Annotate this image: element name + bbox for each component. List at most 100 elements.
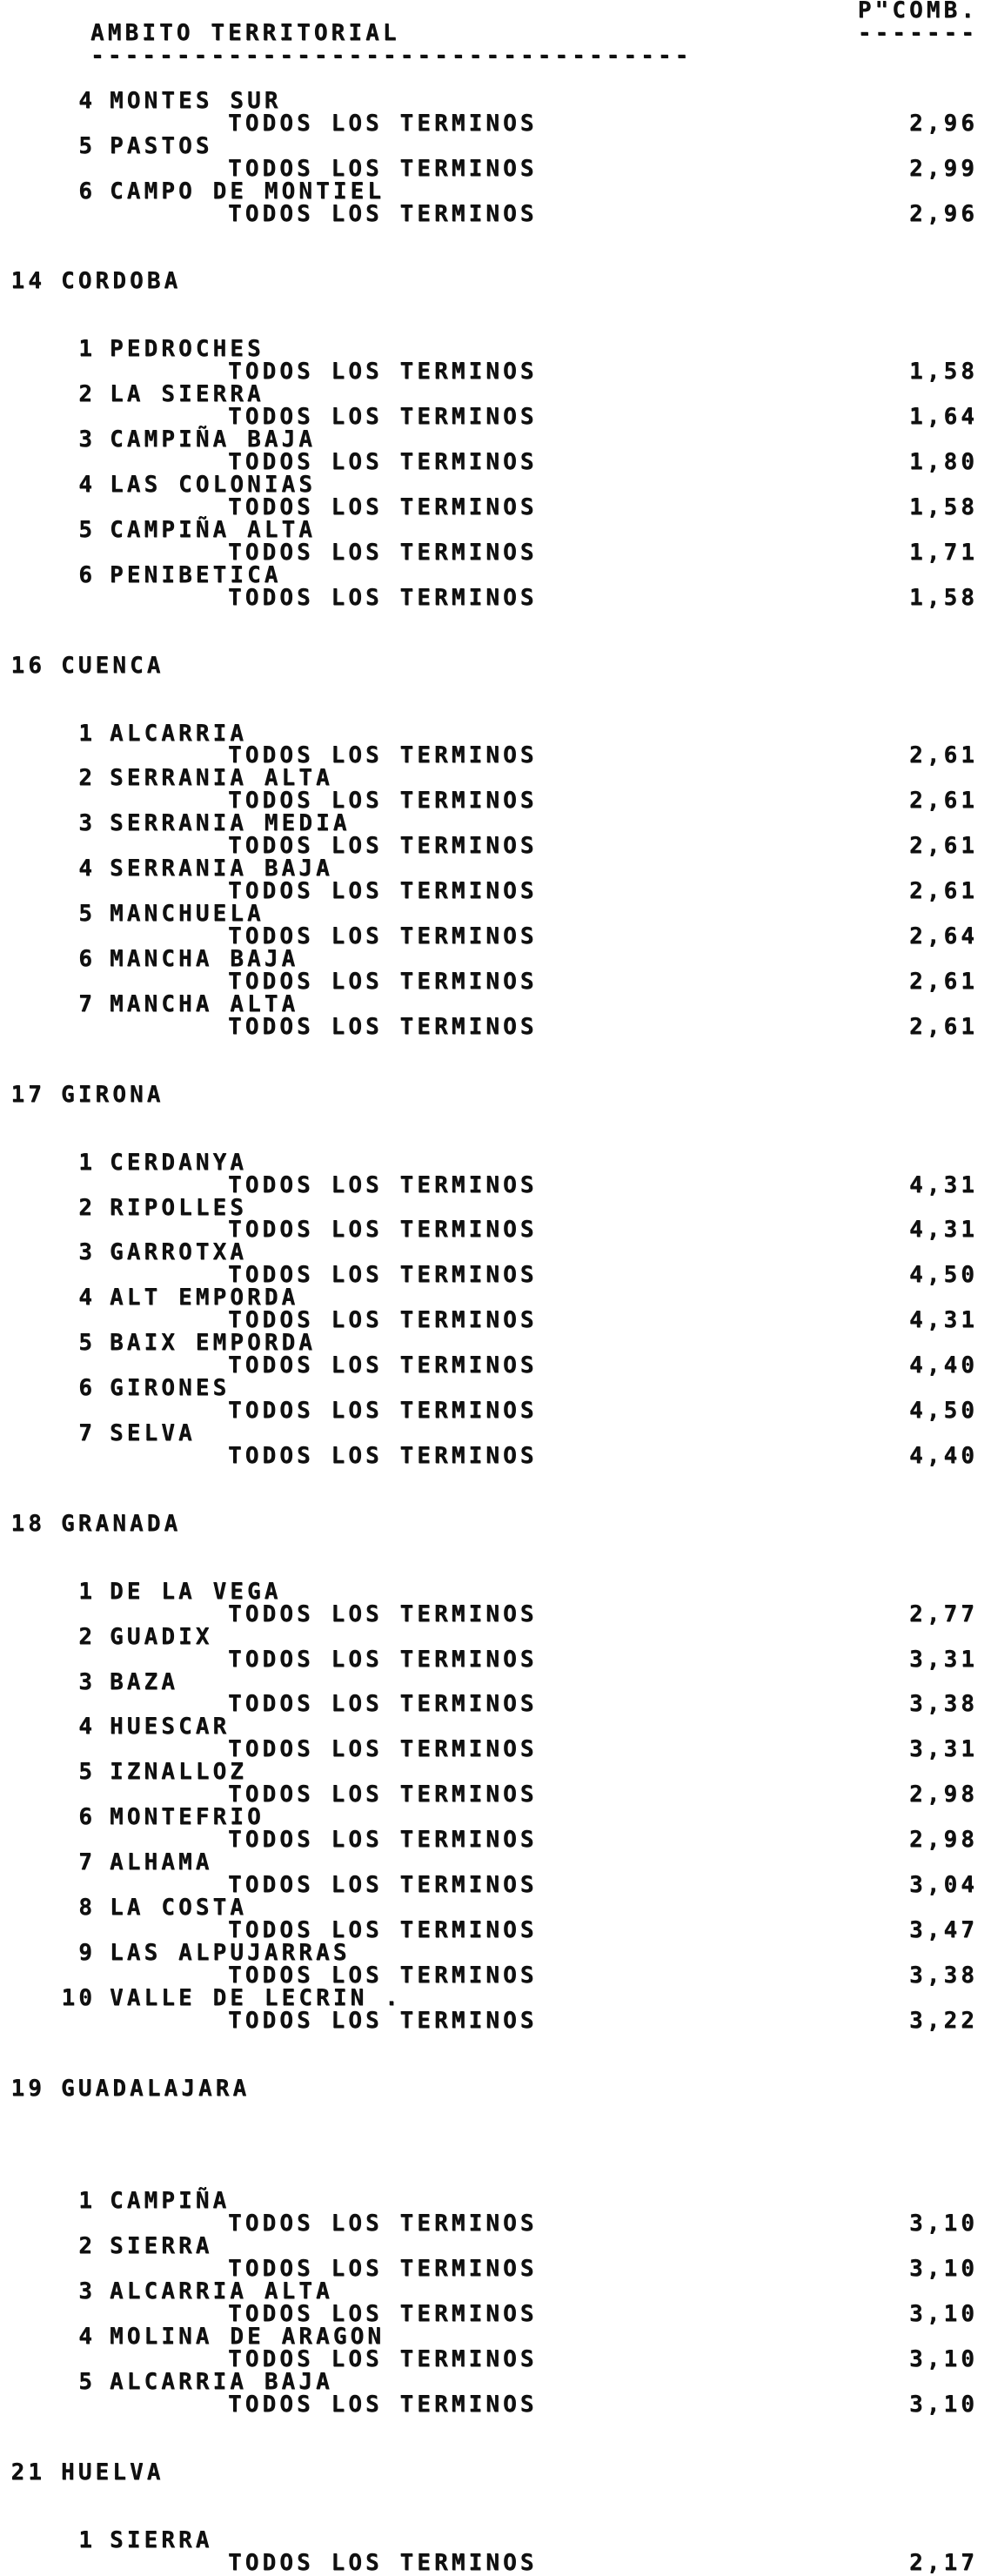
comarca-number: 4 <box>78 1285 96 1311</box>
pcomb-value: 2,96 <box>908 200 978 227</box>
comarca-number: 7 <box>78 990 96 1017</box>
comarca-value-row: TODOS LOS TERMINOS 3,31 <box>0 1646 991 1673</box>
comarca-value-row: TODOS LOS TERMINOS 1,71 <box>0 541 991 565</box>
terms-label: TODOS LOS TERMINOS <box>228 1352 538 1379</box>
terms-label: TODOS LOS TERMINOS <box>228 1781 538 1808</box>
comarca-name: SIERRA <box>110 2526 213 2553</box>
terms-label: TODOS LOS TERMINOS <box>228 878 538 905</box>
comarca-number: 1 <box>78 336 96 363</box>
comarca-name: CERDANYA <box>110 1149 248 1176</box>
terms-label: TODOS LOS TERMINOS <box>228 1646 538 1673</box>
comarca-name: CAMPIÑA BAJA <box>110 426 317 453</box>
comarca-number: 1 <box>78 720 96 747</box>
comarca-name-row: 9 LAS ALPUJARRAS <box>0 1942 991 1965</box>
comarca-value-row: TODOS LOS TERMINOS 2,61 <box>0 835 991 858</box>
terms-label: TODOS LOS TERMINOS <box>228 110 538 137</box>
comarca-number: 5 <box>78 132 96 159</box>
comarca-number: 7 <box>78 1420 96 1447</box>
comarca-value-row: TODOS LOS TERMINOS 4,40 <box>0 1443 991 1469</box>
blank-line <box>0 1491 991 1513</box>
terms-label: TODOS LOS TERMINOS <box>228 359 538 386</box>
pcomb-value: 3,47 <box>908 1917 978 1944</box>
comarca-name: MANCHA ALTA <box>110 990 299 1017</box>
comarca-value-row: TODOS LOS TERMINOS 4,40 <box>0 1352 991 1379</box>
comarca-name-row: 7 SELVA <box>0 1420 991 1447</box>
comarca-value-row: TODOS LOS TERMINOS 2,99 <box>0 158 991 181</box>
terms-label: TODOS LOS TERMINOS <box>228 1307 538 1334</box>
comarca-name-row: 3 SERRANIA MEDIA <box>0 812 991 835</box>
comarca-value-row: TODOS LOS TERMINOS 3,10 <box>0 2210 991 2237</box>
province-number: 19 <box>10 2075 45 2102</box>
comarca-name: GIRONES <box>110 1375 231 1402</box>
comarca-name: LAS ALPUJARRAS <box>110 1939 351 1966</box>
comarca-name-row: 1 ALCARRIA <box>0 720 991 747</box>
province-number: 14 <box>10 268 45 295</box>
comarca-value-row: TODOS LOS TERMINOS 3,10 <box>0 2348 991 2371</box>
comarca-name-row: 3 ALCARRIA ALTA <box>0 2280 991 2304</box>
comarca-name: CAMPO DE MONTIEL <box>110 178 385 205</box>
blank-line <box>0 2056 991 2078</box>
comarca-number: 2 <box>78 381 96 408</box>
comarca-value-row: TODOS LOS TERMINOS 3,10 <box>0 2303 991 2326</box>
comarca-name: BAIX EMPORDA <box>110 1330 317 1357</box>
pcomb-value: 1,64 <box>908 404 978 431</box>
comarca-name: ALHAMA <box>110 1849 213 1876</box>
pcomb-value: 4,40 <box>908 1443 978 1469</box>
comarca-name: ALCARRIA <box>110 720 248 747</box>
comarca-value-row: TODOS LOS TERMINOS 3,22 <box>0 2007 991 2034</box>
comarca-number: 2 <box>78 1623 96 1650</box>
comarca-value-row: TODOS LOS TERMINOS 1,58 <box>0 587 991 610</box>
blank-line <box>0 1062 991 1084</box>
blank-line <box>0 2439 991 2462</box>
comarca-value-row: TODOS LOS TERMINOS 2,98 <box>0 1827 991 1854</box>
pcomb-value: 1,80 <box>908 449 978 476</box>
comarca-name-row: 6 GIRONES <box>0 1375 991 1402</box>
terms-label: TODOS LOS TERMINOS <box>228 2210 538 2237</box>
comarca-number: 9 <box>78 1939 96 1966</box>
terms-label: TODOS LOS TERMINOS <box>228 1691 538 1718</box>
pcomb-value: 4,31 <box>908 1307 978 1334</box>
comarca-name-row: 1 PEDROCHES <box>0 336 991 363</box>
comarca-number: 5 <box>78 1759 96 1786</box>
comarca-name-row: 4 ALT EMPORDA <box>0 1285 991 1311</box>
comarca-name: RIPOLLES <box>110 1194 248 1221</box>
comarca-name: GARROTXA <box>110 1239 248 1266</box>
comarca-name: PASTOS <box>110 132 213 159</box>
blank-line <box>0 1468 991 1491</box>
pcomb-value: 3,10 <box>908 2210 978 2237</box>
comarca-number: 2 <box>78 1194 96 1221</box>
comarca-value-row: TODOS LOS TERMINOS 2,61 <box>0 878 991 905</box>
pcomb-value: 3,22 <box>908 2007 978 2034</box>
column-header-row: AMBITO TERRITORIAL P"COMB. <box>0 0 991 44</box>
comarca-value-row: TODOS LOS TERMINOS 3,10 <box>0 2256 991 2283</box>
comarca-number: 6 <box>78 1375 96 1402</box>
comarca-name-row: 2 LA SIERRA <box>0 381 991 408</box>
comarca-name: MONTES SUR <box>110 87 282 114</box>
comarca-name-row: 3 CAMPIÑA BAJA <box>0 426 991 453</box>
comarca-value-row: TODOS LOS TERMINOS 2,61 <box>0 1016 991 1039</box>
province-name: GUADALAJARA <box>61 2075 251 2102</box>
pcomb-value: 3,10 <box>908 2256 978 2283</box>
pcomb-value: 2,17 <box>908 2549 978 2576</box>
comarca-name-row: 5 CAMPIÑA ALTA <box>0 519 991 542</box>
comarca-name-row: 5 MANCHUELA <box>0 902 991 926</box>
terms-label: TODOS LOS TERMINOS <box>228 1827 538 1854</box>
province-name: HUELVA <box>61 2459 164 2485</box>
comarca-name-row: 7 MANCHA ALTA <box>0 990 991 1017</box>
blank-line <box>0 2033 991 2056</box>
terms-label: TODOS LOS TERMINOS <box>228 1217 538 1244</box>
comarca-number: 7 <box>78 1849 96 1876</box>
comarca-number: 5 <box>78 1330 96 1357</box>
pcomb-value: 4,31 <box>908 1217 978 1244</box>
blank-line <box>0 1107 991 1130</box>
comarca-number: 1 <box>78 1149 96 1176</box>
comarca-name: PEDROCHES <box>110 336 264 363</box>
comarca-number: 1 <box>78 1578 96 1605</box>
comarca-name-row: 6 PENIBETICA <box>0 564 991 587</box>
terms-label: TODOS LOS TERMINOS <box>228 584 538 611</box>
pcomb-value: 3,38 <box>908 1962 978 1989</box>
comarca-name: SELVA <box>110 1420 196 1447</box>
terms-label: TODOS LOS TERMINOS <box>228 2549 538 2576</box>
comarca-value-row: TODOS LOS TERMINOS 1,64 <box>0 406 991 429</box>
blank-line <box>0 293 991 316</box>
